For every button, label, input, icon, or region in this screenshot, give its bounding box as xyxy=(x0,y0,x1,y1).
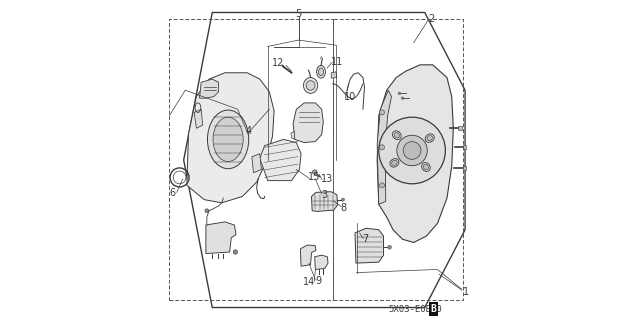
Text: 5X03-E0B10: 5X03-E0B10 xyxy=(389,305,442,314)
Circle shape xyxy=(398,92,401,95)
Polygon shape xyxy=(301,245,316,266)
Ellipse shape xyxy=(390,159,399,167)
Circle shape xyxy=(341,198,345,201)
Polygon shape xyxy=(293,103,323,142)
Text: 14: 14 xyxy=(303,277,315,287)
Text: 5: 5 xyxy=(296,9,302,19)
Circle shape xyxy=(388,245,392,249)
Circle shape xyxy=(380,110,385,115)
Text: 12: 12 xyxy=(272,58,285,68)
Text: 2: 2 xyxy=(428,14,434,24)
Ellipse shape xyxy=(422,163,430,172)
Text: 7: 7 xyxy=(362,234,369,244)
Circle shape xyxy=(379,117,445,184)
Ellipse shape xyxy=(424,164,429,170)
Circle shape xyxy=(233,250,238,254)
Ellipse shape xyxy=(317,66,326,78)
Polygon shape xyxy=(291,132,295,140)
Polygon shape xyxy=(199,79,218,98)
Polygon shape xyxy=(331,72,337,78)
Text: 10: 10 xyxy=(344,92,356,101)
Polygon shape xyxy=(311,192,338,212)
Text: 3: 3 xyxy=(321,190,327,200)
Text: B: B xyxy=(431,304,436,314)
Text: 11: 11 xyxy=(331,57,343,67)
Bar xyxy=(459,126,462,130)
Ellipse shape xyxy=(303,77,318,93)
Polygon shape xyxy=(355,228,383,263)
Text: 4: 4 xyxy=(245,126,252,136)
Circle shape xyxy=(403,142,421,159)
Bar xyxy=(462,166,466,170)
Ellipse shape xyxy=(318,68,324,76)
Polygon shape xyxy=(187,73,274,203)
Text: 8: 8 xyxy=(341,203,347,212)
Ellipse shape xyxy=(392,131,401,140)
Ellipse shape xyxy=(306,81,315,90)
Circle shape xyxy=(205,209,209,213)
Text: 15: 15 xyxy=(308,172,320,182)
Polygon shape xyxy=(252,154,261,173)
Ellipse shape xyxy=(208,110,248,169)
Polygon shape xyxy=(377,65,454,243)
Ellipse shape xyxy=(427,136,433,141)
Circle shape xyxy=(380,145,385,150)
Ellipse shape xyxy=(213,117,243,162)
Polygon shape xyxy=(206,222,236,253)
Ellipse shape xyxy=(392,160,397,165)
Circle shape xyxy=(397,135,427,166)
Ellipse shape xyxy=(394,132,399,138)
Text: 6: 6 xyxy=(169,188,175,198)
Ellipse shape xyxy=(426,134,434,142)
Polygon shape xyxy=(260,140,301,180)
Circle shape xyxy=(401,97,404,100)
Text: 1: 1 xyxy=(463,287,469,297)
Bar xyxy=(463,145,466,149)
Text: 9: 9 xyxy=(315,276,322,285)
Circle shape xyxy=(313,170,317,174)
Polygon shape xyxy=(194,109,203,128)
Circle shape xyxy=(380,183,385,188)
Polygon shape xyxy=(315,255,328,269)
Polygon shape xyxy=(377,90,392,204)
Text: 13: 13 xyxy=(321,174,333,184)
